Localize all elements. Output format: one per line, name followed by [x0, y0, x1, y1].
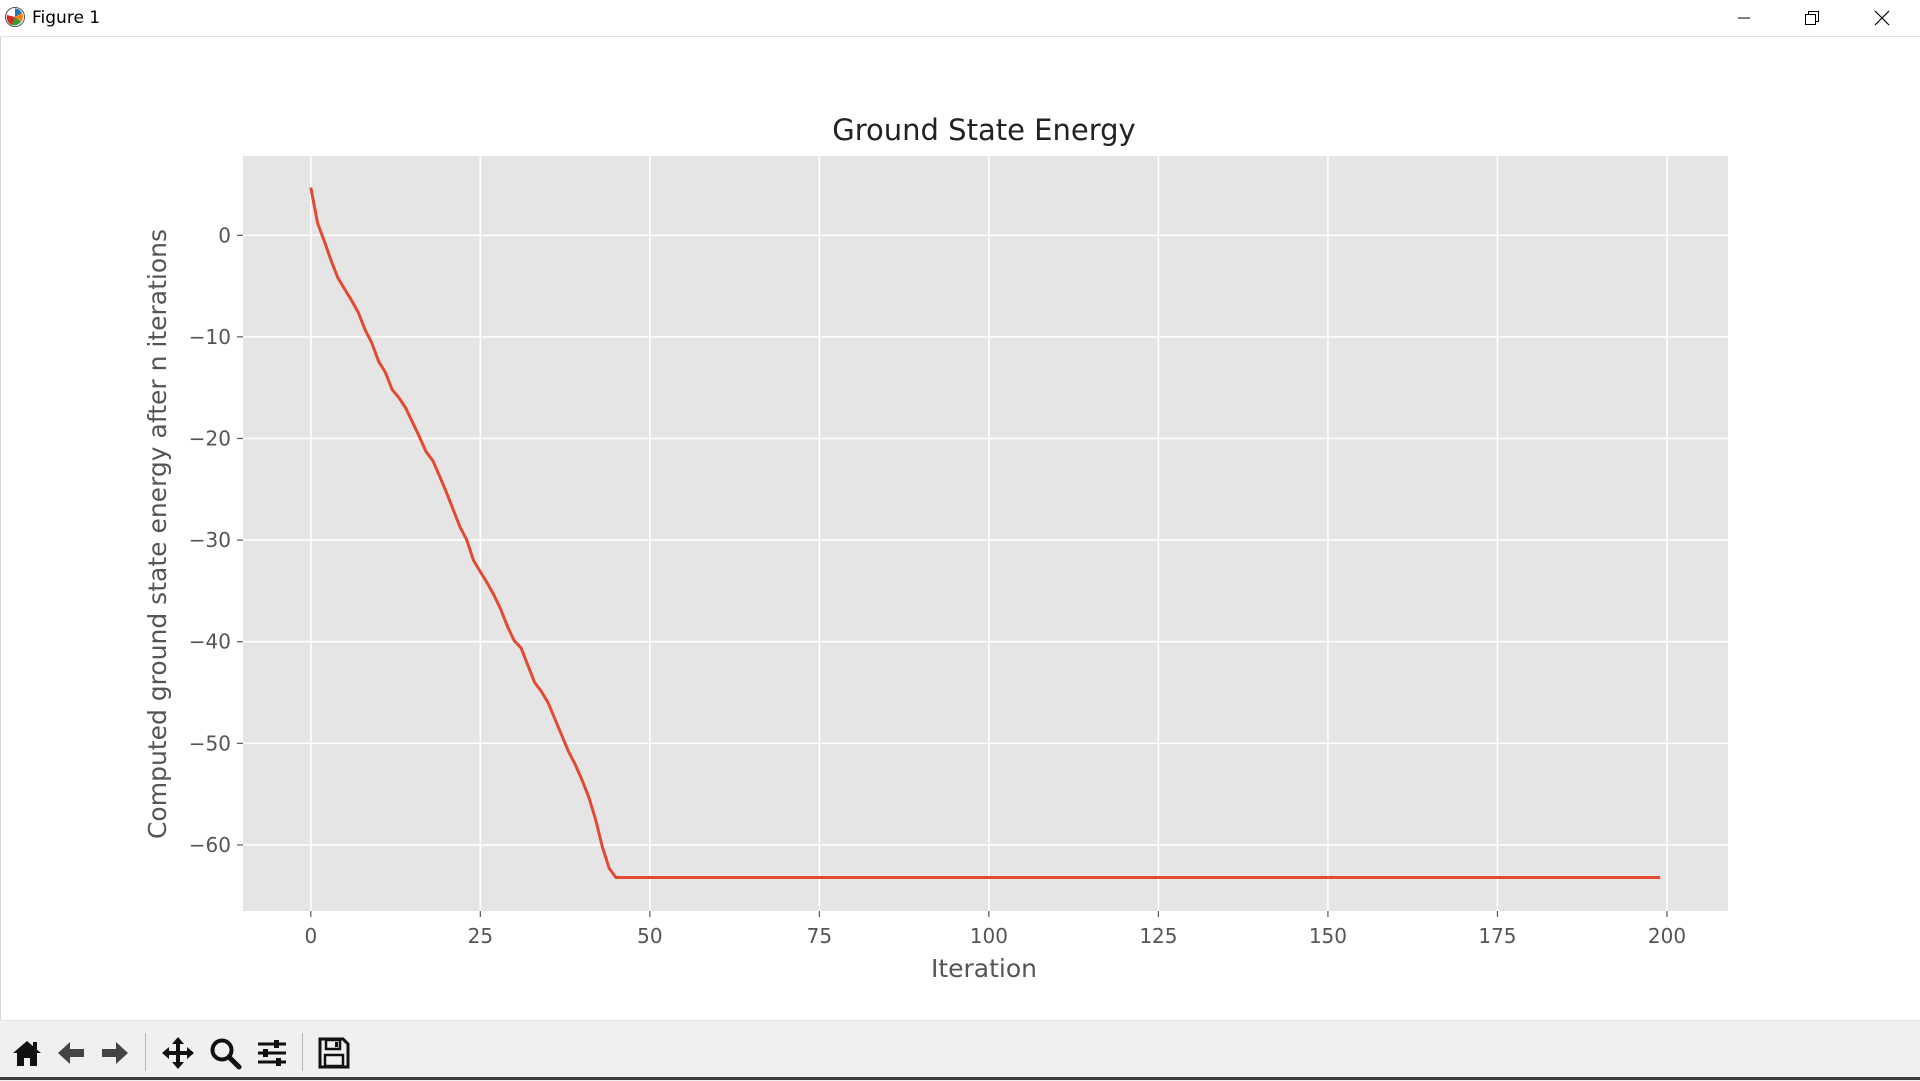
navigation-toolbar	[0, 1020, 1920, 1081]
y-axis-label: Computed ground state energy after n ite…	[143, 229, 172, 839]
x-tick-label: 25	[468, 924, 493, 948]
grid-lines	[243, 156, 1728, 911]
x-tick-label: 175	[1478, 924, 1516, 948]
minimize-button[interactable]	[1710, 0, 1778, 36]
x-tick-label: 150	[1309, 924, 1347, 948]
configure-subplots-button[interactable]	[250, 1031, 294, 1075]
y-tick-label: −20	[189, 426, 231, 450]
energy-series-line	[309, 187, 1661, 879]
x-tick-label: 50	[637, 924, 662, 948]
x-tick-label: 125	[1139, 924, 1177, 948]
zoom-icon	[210, 1038, 242, 1070]
x-axis-label: Iteration	[931, 954, 1037, 983]
forward-arrow-icon	[102, 1042, 128, 1064]
x-tick-label: 100	[970, 924, 1008, 948]
pan-button[interactable]	[156, 1031, 200, 1075]
restore-icon	[1805, 11, 1819, 25]
figure-canvas[interactable]: 0 25 50 75 100 125 150 175 200 0 −10 −20 −30 −40 −50 −6…	[0, 37, 1920, 1020]
minimize-icon	[1738, 17, 1750, 19]
save-icon	[318, 1037, 350, 1069]
close-icon	[1874, 10, 1890, 26]
y-tick-label: −50	[189, 731, 231, 755]
y-tick-label: −10	[189, 325, 231, 349]
pan-icon	[162, 1037, 194, 1069]
zoom-button[interactable]	[203, 1031, 247, 1075]
y-tick-label: 0	[218, 223, 231, 247]
x-tick-label: 200	[1648, 924, 1686, 948]
subplots-config-icon	[258, 1040, 286, 1066]
toolbar-separator	[145, 1033, 146, 1071]
axis-ticks: 0 25 50 75 100 125 150 175 200 0 −10 −20 −30 −40 −50 −6…	[189, 223, 1686, 948]
home-button[interactable]	[5, 1031, 49, 1075]
window-title: Figure 1	[32, 8, 101, 28]
window-titlebar: Figure 1	[0, 0, 1920, 37]
toolbar-separator	[302, 1033, 303, 1071]
matplotlib-app-icon	[4, 6, 26, 28]
restore-button[interactable]	[1778, 0, 1846, 36]
x-tick-label: 75	[807, 924, 832, 948]
back-arrow-icon	[58, 1042, 84, 1064]
home-icon	[13, 1041, 41, 1066]
line-chart: 0 25 50 75 100 125 150 175 200 0 −10 −20 −30 −40 −50 −6…	[143, 113, 1728, 983]
back-button[interactable]	[49, 1031, 93, 1075]
close-button[interactable]	[1848, 0, 1916, 36]
y-tick-label: −40	[189, 630, 231, 654]
save-button[interactable]	[312, 1031, 356, 1075]
plot-area	[243, 156, 1728, 911]
chart-title: Ground State Energy	[832, 113, 1135, 147]
y-tick-label: −60	[189, 833, 231, 857]
y-tick-label: −30	[189, 528, 231, 552]
x-tick-label: 0	[304, 924, 317, 948]
forward-button[interactable]	[93, 1031, 137, 1075]
series-layer	[309, 187, 1661, 879]
window-bottom-border	[0, 1077, 1920, 1080]
